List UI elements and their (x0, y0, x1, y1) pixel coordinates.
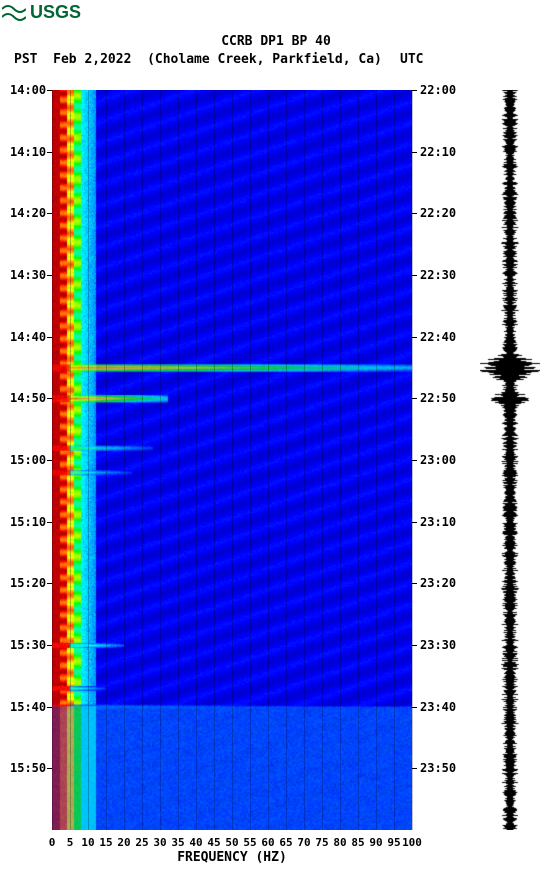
utc-tick: 23:20 (420, 576, 456, 590)
usgs-logo: USGS (2, 2, 81, 23)
seismogram-trace (480, 90, 540, 830)
pst-tick: 15:50 (10, 761, 46, 775)
pst-tick: 14:30 (10, 268, 46, 282)
pst-tick: 14:00 (10, 83, 46, 97)
pst-tick: 15:00 (10, 453, 46, 467)
utc-tick: 23:40 (420, 700, 456, 714)
freq-tick: 35 (171, 836, 184, 849)
date: Feb 2,2022 (53, 52, 131, 67)
freq-tick: 75 (315, 836, 328, 849)
seismogram-canvas (480, 90, 540, 830)
freq-tick: 45 (207, 836, 220, 849)
pst-tick: 15:40 (10, 700, 46, 714)
utc-tick: 22:50 (420, 391, 456, 405)
pst-tick: 15:20 (10, 576, 46, 590)
tz-left: PST (14, 52, 37, 67)
x-axis-label: FREQUENCY (HZ) (52, 850, 412, 865)
spectrogram-plot (52, 90, 412, 830)
freq-tick: 10 (81, 836, 94, 849)
freq-tick: 90 (369, 836, 382, 849)
utc-tick: 22:40 (420, 330, 456, 344)
pst-tick: 14:50 (10, 391, 46, 405)
freq-tick: 40 (189, 836, 202, 849)
utc-tick: 22:30 (420, 268, 456, 282)
utc-tick: 22:00 (420, 83, 456, 97)
freq-tick: 0 (49, 836, 56, 849)
freq-tick: 30 (153, 836, 166, 849)
pst-tick: 14:40 (10, 330, 46, 344)
freq-tick: 5 (67, 836, 74, 849)
pst-tick: 14:20 (10, 206, 46, 220)
station-title: CCRB DP1 BP 40 (0, 34, 552, 49)
freq-tick: 60 (261, 836, 274, 849)
freq-tick: 95 (387, 836, 400, 849)
date-location: PST Feb 2,2022 (Cholame Creek, Parkfield… (14, 52, 382, 67)
freq-tick: 65 (279, 836, 292, 849)
utc-tick: 22:20 (420, 206, 456, 220)
tz-right: UTC (400, 52, 423, 67)
location: (Cholame Creek, Parkfield, Ca) (147, 52, 382, 67)
pst-tick: 15:30 (10, 638, 46, 652)
freq-tick: 85 (351, 836, 364, 849)
utc-tick: 23:50 (420, 761, 456, 775)
logo-text: USGS (30, 2, 81, 23)
freq-tick: 20 (117, 836, 130, 849)
freq-tick: 100 (402, 836, 422, 849)
utc-tick: 23:10 (420, 515, 456, 529)
utc-tick: 23:00 (420, 453, 456, 467)
freq-tick: 25 (135, 836, 148, 849)
freq-tick: 55 (243, 836, 256, 849)
spectrogram-canvas (52, 90, 412, 830)
freq-tick: 70 (297, 836, 310, 849)
pst-tick: 15:10 (10, 515, 46, 529)
freq-tick: 15 (99, 836, 112, 849)
utc-tick: 23:30 (420, 638, 456, 652)
freq-tick: 50 (225, 836, 238, 849)
freq-tick: 80 (333, 836, 346, 849)
utc-tick: 22:10 (420, 145, 456, 159)
wave-icon (2, 3, 26, 23)
pst-tick: 14:10 (10, 145, 46, 159)
